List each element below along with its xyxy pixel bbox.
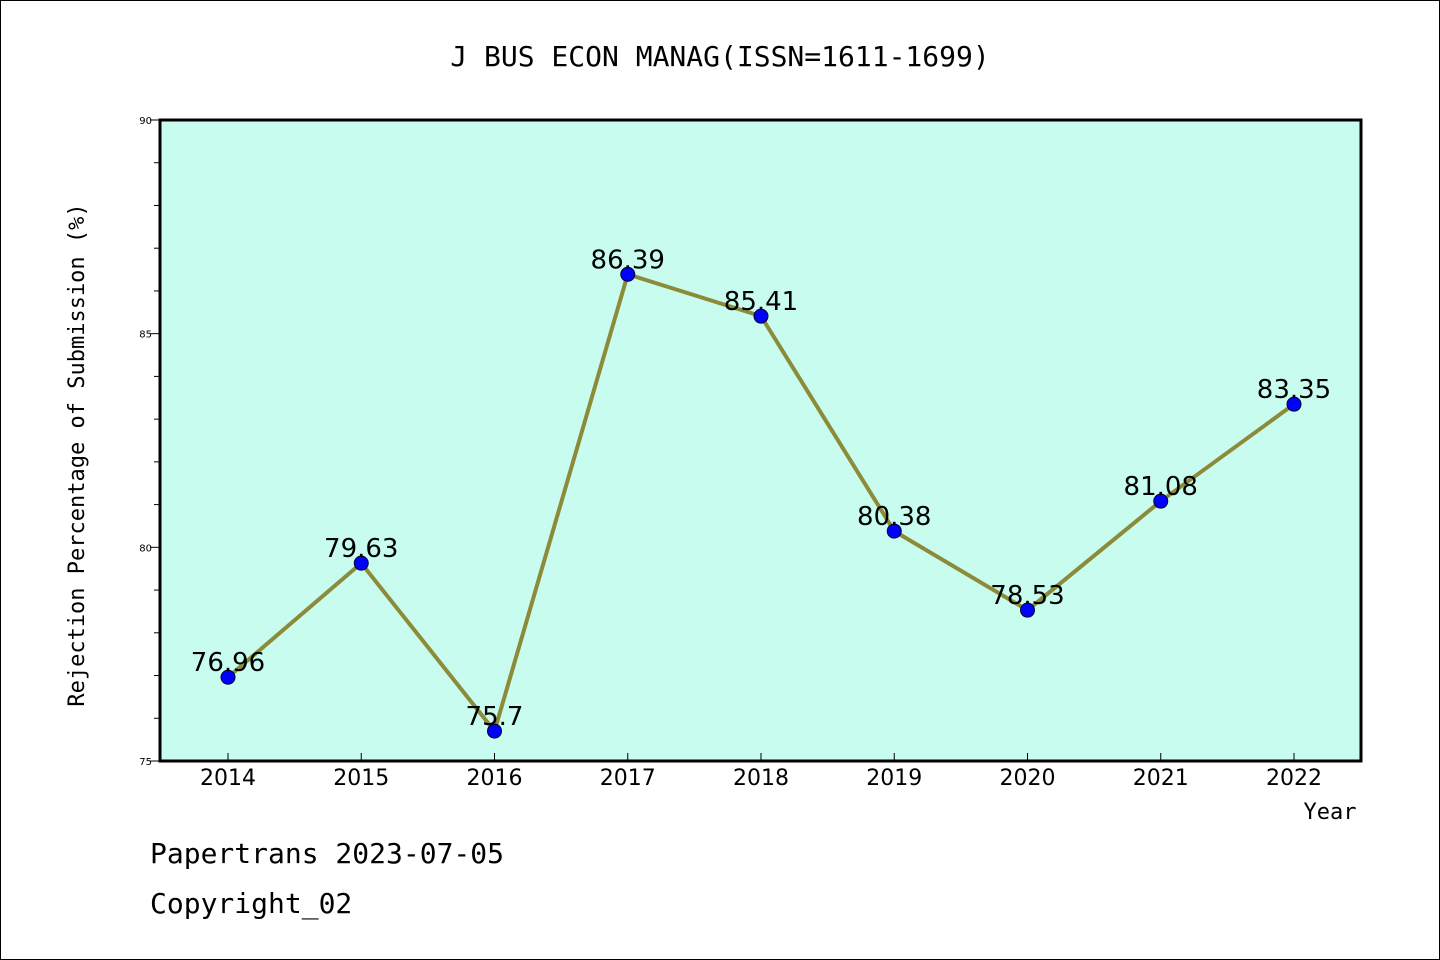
- data-point: [620, 266, 636, 282]
- y-axis: 75 80 85 90: [139, 116, 160, 768]
- data-label: 80.38: [857, 502, 931, 532]
- data-label: 76.96: [191, 648, 265, 678]
- x-tick-label: 2022: [1266, 766, 1322, 791]
- data-label: 85.41: [724, 287, 798, 317]
- footer-papertrans: Papertrans 2023-07-05: [150, 837, 504, 870]
- x-tick-label: 2021: [1133, 766, 1189, 791]
- x-tick-label: 2019: [866, 766, 922, 791]
- plot-area: [160, 120, 1361, 761]
- x-axis-label: Year: [1304, 800, 1357, 825]
- data-point: [1153, 493, 1169, 509]
- plot-border: [158, 118, 1363, 763]
- footer-copyright: Copyright_02: [150, 887, 352, 921]
- y-tick-label: 90: [139, 116, 152, 127]
- data-point: [220, 669, 236, 685]
- y-tick-label: 75: [139, 757, 152, 768]
- x-tick-label: 2018: [733, 766, 789, 791]
- series-line-group: [220, 266, 1302, 739]
- x-axis: 2014 2015 2016 2017 2018 2019 2020 2021 2022: [200, 753, 1322, 791]
- x-tick-label: 2015: [333, 766, 389, 791]
- x-tick-label: 2016: [467, 766, 523, 791]
- data-point: [753, 308, 769, 324]
- data-point: [487, 723, 502, 739]
- data-label-group: 76.96 79.63 75.7 86.39 85.41 80.38 78.53 81.08 8…: [191, 245, 1331, 732]
- data-point: [353, 555, 369, 571]
- data-label: 81.08: [1124, 472, 1198, 502]
- x-tick-label: 2014: [200, 766, 256, 791]
- chart-title: J BUS ECON MANAG(ISSN=1611-1699): [450, 40, 989, 73]
- data-point: [886, 523, 902, 539]
- data-label: 83.35: [1257, 375, 1331, 405]
- y-axis-label: Rejection Percentage of Submission (%): [65, 203, 90, 706]
- data-point: [1286, 396, 1302, 412]
- data-point: [1020, 602, 1035, 618]
- x-tick-label: 2020: [1000, 766, 1056, 791]
- x-tick-label: 2017: [600, 766, 656, 791]
- data-label: 78.53: [990, 581, 1064, 611]
- data-label: 79.63: [324, 534, 398, 564]
- y-tick-label: 85: [139, 330, 152, 341]
- data-label: 75.7: [466, 702, 524, 732]
- y-tick-label: 80: [139, 543, 152, 554]
- data-label: 86.39: [591, 245, 665, 275]
